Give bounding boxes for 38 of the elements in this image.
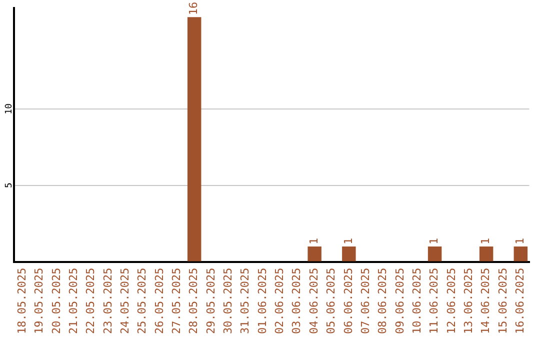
- data-label: 1: [479, 238, 492, 244]
- x-tick-label: 05.06.2025: [324, 268, 338, 334]
- x-tick-label: 11.06.2025: [428, 268, 441, 334]
- x-tick-label: 13.06.2025: [462, 268, 475, 334]
- data-label: 1: [428, 238, 441, 244]
- x-tick-label: 10.06.2025: [410, 268, 424, 334]
- x-tick-label: 07.06.2025: [358, 268, 372, 334]
- x-tick-label: 01.06.2025: [256, 268, 269, 334]
- x-tick-label: 20.05.2025: [50, 268, 63, 334]
- x-tick-label: 04.06.2025: [307, 268, 320, 334]
- data-label: 1: [514, 238, 527, 244]
- x-tick-label: 18.05.2025: [15, 268, 28, 334]
- y-tick-label: 5: [4, 182, 14, 188]
- x-tick-label: 19.05.2025: [32, 268, 46, 334]
- x-tick-label: 30.05.2025: [222, 268, 235, 334]
- x-tick-label: 31.05.2025: [238, 268, 252, 334]
- x-tick-label: 21.05.2025: [66, 268, 80, 334]
- data-label: 1: [342, 238, 355, 244]
- x-tick-label: 27.05.2025: [170, 268, 184, 334]
- data-label: 1: [307, 238, 320, 244]
- x-tick-label: 12.06.2025: [444, 268, 458, 334]
- x-tick-label: 16.06.2025: [514, 268, 527, 334]
- x-tick-label: 22.05.2025: [84, 268, 98, 334]
- y-tick-label: 10: [4, 103, 14, 114]
- x-tick-label: 24.05.2025: [118, 268, 132, 334]
- x-tick-label: 29.05.2025: [204, 268, 218, 334]
- x-tick-label: 08.06.2025: [376, 268, 390, 334]
- x-tick-label: 03.06.2025: [290, 268, 304, 334]
- data-label: 16: [187, 2, 200, 16]
- x-tick-label: 02.06.2025: [273, 268, 286, 334]
- x-tick-label: 15.06.2025: [496, 268, 510, 334]
- x-tick-label: 09.06.2025: [393, 268, 406, 334]
- x-tick-label: 06.06.2025: [342, 268, 355, 334]
- x-tick-label: 26.05.2025: [152, 268, 166, 334]
- x-tick-label: 28.05.2025: [187, 268, 200, 334]
- x-tick-label: 23.05.2025: [101, 268, 114, 334]
- x-tick-label: 25.05.2025: [136, 268, 149, 334]
- x-tick-label: 14.06.2025: [479, 268, 492, 334]
